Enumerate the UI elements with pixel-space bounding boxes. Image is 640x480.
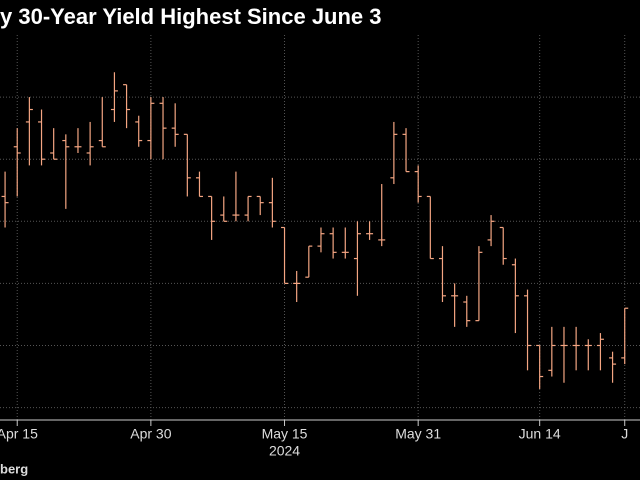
x-tick-label: Apr 30: [130, 426, 171, 442]
year-label: 2024: [269, 443, 300, 459]
source: berg: [0, 461, 28, 476]
x-tick-label: May 31: [395, 426, 441, 442]
x-tick-label: J: [621, 426, 628, 442]
x-tick-label: Jun 14: [519, 426, 561, 442]
x-tick-label: May 15: [262, 426, 308, 442]
x-tick-label: Apr 15: [0, 426, 38, 442]
chart-title: y 30-Year Yield Highest Since June 3: [0, 4, 382, 29]
